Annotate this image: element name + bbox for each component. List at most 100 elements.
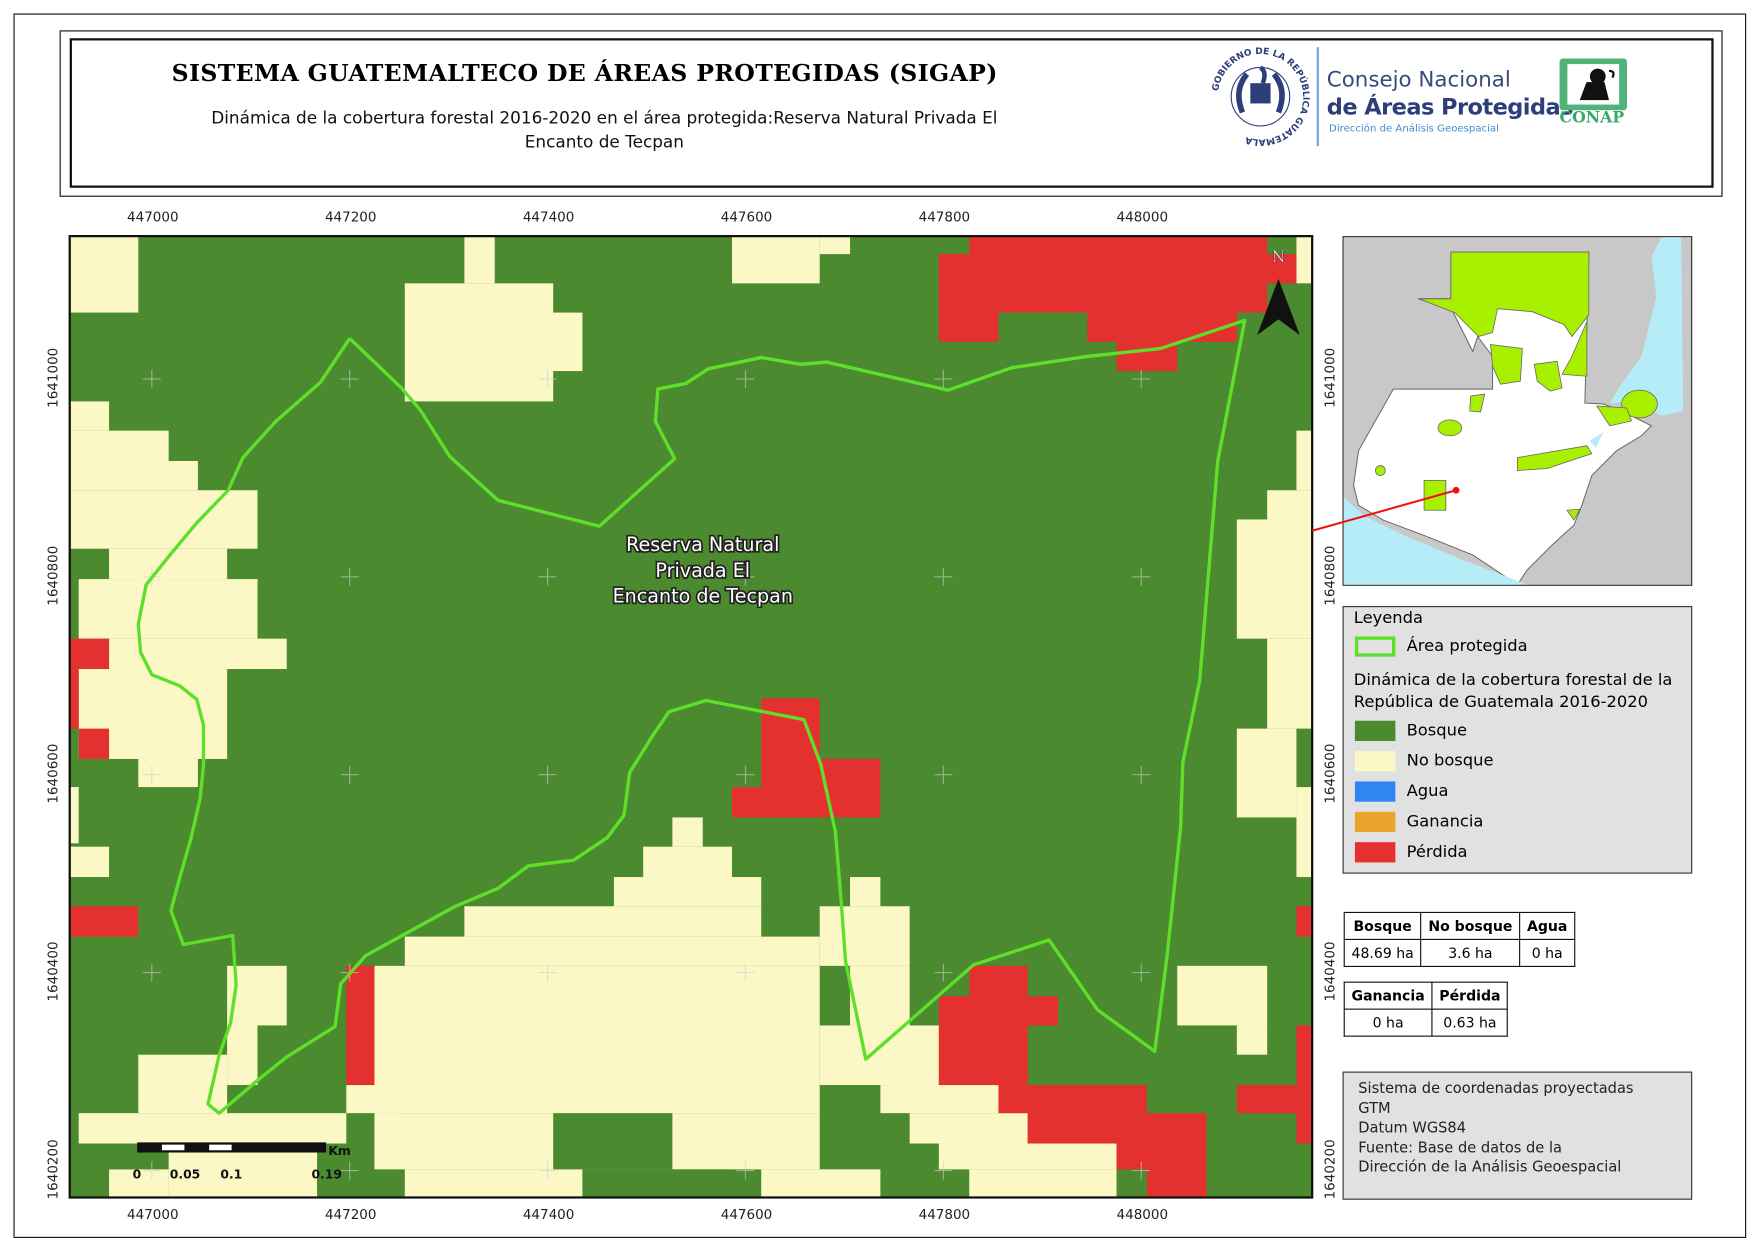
graticule-cross: [142, 369, 161, 388]
no-bosque-cell: [1296, 430, 1313, 491]
graticule-cross: [934, 963, 953, 982]
graticule-cross: [736, 369, 755, 388]
no-bosque-cell: [494, 312, 583, 372]
no-bosque-cell: [643, 846, 732, 878]
no-bosque-cell: [1236, 1025, 1268, 1055]
no-bosque-cell: [404, 1169, 583, 1198]
x-tick: 447600: [720, 1206, 773, 1223]
perdida-cell: [938, 996, 1059, 1026]
perdida-cell: [938, 283, 1268, 313]
conap-badge-logo: [1559, 58, 1628, 111]
table-header: No bosque: [1420, 911, 1521, 940]
y-tick: 1640400: [44, 941, 61, 1002]
projection-info-box: Sistema de coordenadas proyectadas GTM D…: [1342, 1071, 1693, 1200]
graticule-cross: [538, 369, 557, 388]
no-bosque-cell: [938, 1143, 1117, 1170]
legend-swatch: [1354, 751, 1396, 772]
legend-item-agua: Agua: [1354, 781, 1449, 802]
no-bosque-cell: [819, 906, 910, 966]
perdida-cell: [1236, 1085, 1297, 1114]
perdida-cell: [78, 728, 110, 759]
header-frame: [69, 38, 1714, 188]
graticule-cross: [1132, 1161, 1151, 1180]
graticule-cross: [538, 765, 557, 784]
no-bosque-cell: [69, 846, 110, 878]
no-bosque-cell: [1296, 236, 1313, 284]
no-bosque-cell: [109, 1169, 169, 1198]
y-tick: 1640600: [1322, 743, 1339, 804]
info-line: Fuente: Base de datos de la: [1358, 1139, 1562, 1157]
no-bosque-cell: [761, 1169, 881, 1198]
legend-swatch: [1354, 720, 1396, 741]
no-bosque-cell: [731, 236, 820, 284]
bosque-cell: [69, 1143, 139, 1170]
y-tick: 1640400: [1322, 941, 1339, 1002]
conap-badge-text: CONAP: [1559, 109, 1625, 128]
area-label-line: Privada El: [655, 559, 750, 582]
legend-title: Leyenda: [1353, 609, 1423, 628]
no-bosque-cell: [227, 1025, 258, 1086]
perdida-cell: [938, 1025, 1028, 1086]
info-line: Sistema de coordenadas proyectadas: [1358, 1080, 1634, 1098]
graticule-cross: [1132, 369, 1151, 388]
graticule-cross: [340, 765, 359, 784]
no-bosque-cell: [78, 579, 258, 639]
no-bosque-cell: [1267, 490, 1313, 520]
x-tick: 448000: [1116, 1206, 1169, 1223]
change-stats-table: Ganancia Pérdida 0 ha 0.63 ha: [1343, 981, 1509, 1037]
x-tick: 447200: [324, 209, 377, 225]
header-outer-frame: [59, 30, 1723, 197]
graticule-cross: [538, 1161, 557, 1180]
info-line: GTM: [1358, 1100, 1391, 1118]
y-tick: 1641000: [1322, 347, 1339, 408]
scale-label: 0.05: [170, 1167, 201, 1181]
graticule-cross: [340, 1161, 359, 1180]
legend-item-no-bosque: No bosque: [1354, 751, 1494, 772]
area-label-line: Reserva Natural: [626, 533, 779, 556]
area-label-line: Encanto de Tecpan: [613, 585, 793, 608]
conap-line-1: Consejo Nacional: [1326, 67, 1511, 93]
legend-swatch: [1354, 842, 1396, 863]
scale-unit: Km: [328, 1144, 350, 1158]
graticule-cross: [1132, 765, 1151, 784]
no-bosque-cell: [969, 1169, 1117, 1198]
no-bosque-cell: [78, 1113, 347, 1144]
graticule-cross: [934, 567, 953, 586]
map-frame: [68, 234, 1314, 1199]
perdida-cell: [346, 965, 375, 1086]
area-label: Reserva Natural Privada El Encanto de Te…: [611, 531, 795, 609]
y-tick: 1640200: [44, 1139, 61, 1200]
north-arrow: N: [1257, 247, 1300, 336]
perdida-cell: [1146, 1169, 1207, 1198]
perdida-cell: [731, 787, 881, 818]
x-tick: 447800: [918, 1206, 971, 1223]
perdida-cell: [69, 638, 110, 670]
graticule-cross: [142, 963, 161, 982]
no-bosque-cell: [69, 430, 169, 462]
perdida-cell: [1296, 1025, 1313, 1144]
y-tick: 1641000: [44, 347, 61, 408]
graticule-cross: [934, 369, 953, 388]
subtitle-line-2: Encanto de Tecpan: [524, 131, 684, 152]
y-tick: 1640800: [44, 545, 61, 606]
no-bosque-cell: [819, 1025, 939, 1086]
no-bosque-cell: [850, 877, 881, 907]
perdida-cell: [69, 669, 79, 729]
y-tick: 1640200: [1322, 1139, 1339, 1200]
location-inset-map: [1342, 236, 1693, 586]
graticule-cross: [538, 567, 557, 586]
perdida-cell: [1087, 312, 1237, 342]
main-map[interactable]: N Km 0 0.05 0.1 0.19 Reserva Natural Pri…: [69, 236, 1313, 1198]
legend-item-ganancia: Ganancia: [1354, 811, 1483, 833]
no-bosque-cell: [109, 548, 228, 580]
legend-section-title: Dinámica de la cobertura forestal de la …: [1353, 671, 1673, 712]
protected-area-boundary[interactable]: [136, 318, 1247, 1115]
no-bosque-cell: [138, 758, 198, 788]
conap-line-2: de Áreas Protegidas: [1326, 93, 1574, 121]
perdida-cell: [938, 312, 999, 342]
legend-label: Agua: [1406, 782, 1449, 801]
no-bosque-cell: [819, 236, 851, 255]
location-dot-icon: [1452, 486, 1460, 494]
graticule-cross: [1132, 963, 1151, 982]
no-bosque-cell: [672, 817, 703, 847]
